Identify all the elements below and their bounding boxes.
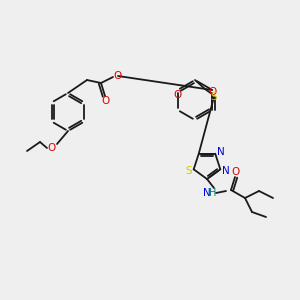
Text: O: O (174, 90, 182, 100)
Text: N: N (218, 147, 225, 157)
Text: H: H (209, 188, 217, 198)
Text: O: O (102, 96, 110, 106)
Text: S: S (185, 166, 192, 176)
Text: N: N (203, 188, 211, 198)
Text: O: O (232, 167, 240, 177)
Text: N: N (222, 166, 230, 176)
Text: O: O (114, 71, 122, 81)
Text: O: O (208, 87, 216, 97)
Text: O: O (47, 143, 55, 153)
Text: S: S (211, 92, 217, 102)
